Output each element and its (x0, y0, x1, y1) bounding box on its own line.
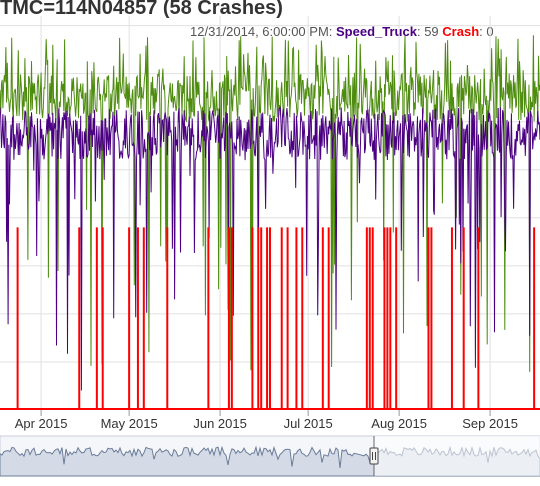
x-axis-tick-label: Apr 2015 (15, 416, 68, 431)
x-axis-tick-label: Aug 2015 (371, 416, 427, 431)
readout-timestamp: 12/31/2014, 6:00:00 PM: (190, 24, 333, 39)
readout-series-value: 59 (424, 24, 439, 39)
x-axis-tick-label: Sep 2015 (462, 416, 518, 431)
readout-crash-label: Crash (442, 24, 480, 39)
x-axis-tick-label: Jun 2015 (193, 416, 247, 431)
series-line-speed[interactable] (0, 35, 540, 375)
tooltip-readout: 12/31/2014, 6:00:00 PM: Speed_Truck: 59 … (190, 24, 494, 39)
navigator-handle[interactable] (369, 447, 379, 465)
x-axis-tick-label: Jul 2015 (284, 416, 333, 431)
readout-series-label: Speed_Truck (336, 24, 417, 39)
x-axis-tick-label: May 2015 (101, 416, 158, 431)
series-line-speed-truck[interactable] (0, 106, 540, 391)
navigator-mask (374, 436, 540, 476)
chart-title: TMC=114N04857 (58 Crashes) (0, 0, 283, 19)
